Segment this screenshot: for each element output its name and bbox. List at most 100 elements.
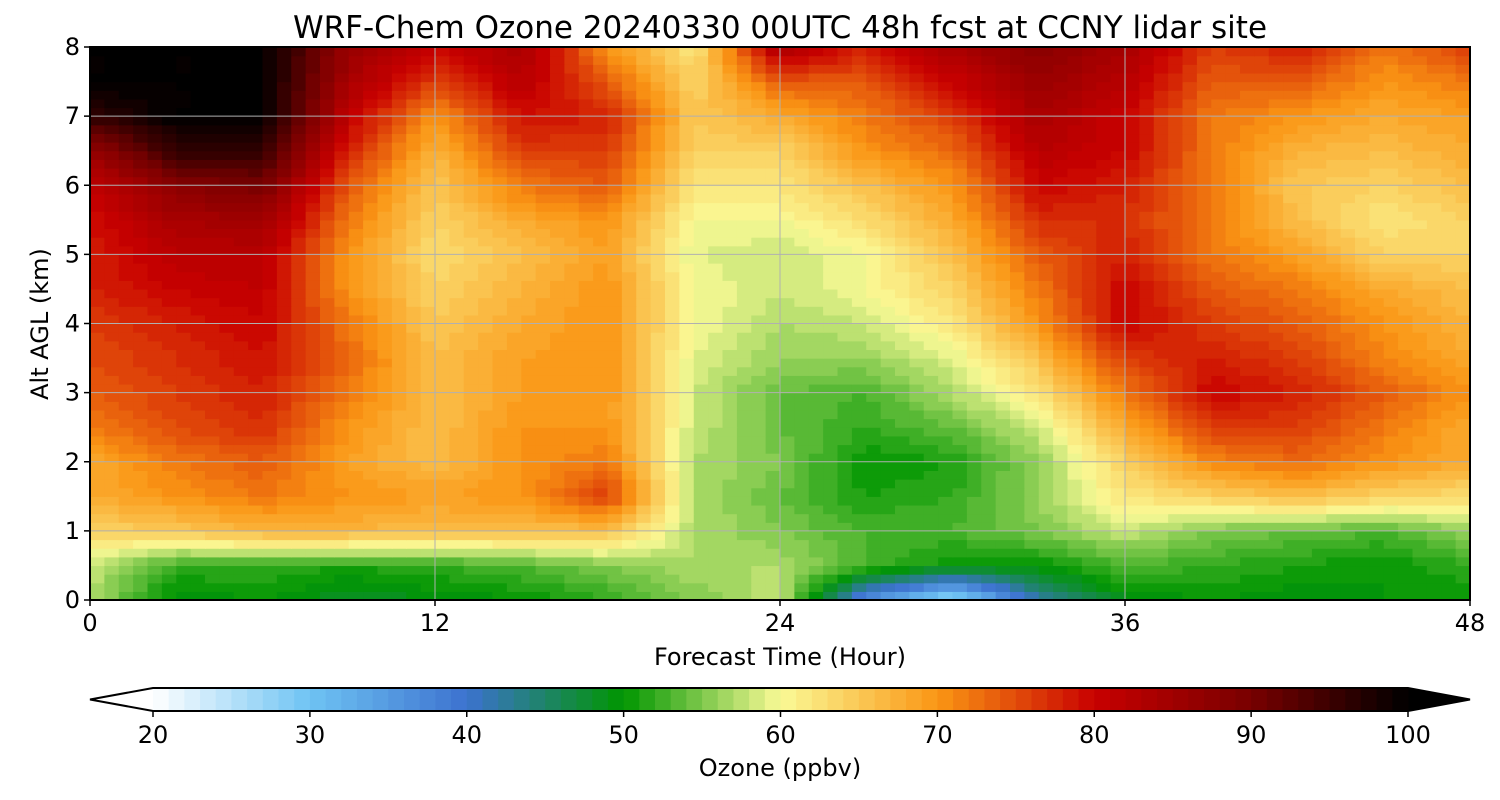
heatmap-cell: [1067, 539, 1083, 549]
heatmap-cell: [1240, 522, 1255, 532]
heatmap-cell: [391, 427, 407, 437]
heatmap-cell: [1455, 496, 1470, 506]
heatmap-cell: [665, 496, 680, 506]
heatmap-cell: [1426, 556, 1442, 567]
heatmap-cell: [1153, 556, 1169, 567]
heatmap-cell: [363, 392, 379, 402]
heatmap-cell: [449, 314, 465, 325]
heatmap-cell: [564, 193, 580, 204]
heatmap-cell: [938, 435, 954, 446]
heatmap-cell: [909, 392, 925, 402]
heatmap-cell: [607, 254, 623, 264]
heatmap-cell: [1067, 513, 1083, 523]
heatmap-cell: [679, 383, 695, 394]
heatmap-cell: [334, 504, 350, 515]
heatmap-cell: [1383, 167, 1399, 178]
heatmap-cell: [780, 435, 795, 446]
heatmap-cell: [722, 271, 738, 281]
heatmap-cell: [966, 427, 982, 437]
heatmap-cell: [1024, 435, 1040, 446]
heatmap-cell: [1038, 366, 1054, 376]
heatmap-cell: [233, 375, 249, 385]
heatmap-cell: [665, 461, 680, 471]
heatmap-cell: [722, 159, 738, 169]
heatmap-cell: [1268, 513, 1284, 523]
heatmap-cell: [334, 297, 350, 307]
heatmap-cell: [1240, 375, 1255, 385]
heatmap-cell: [1369, 418, 1385, 428]
heatmap-cell: [1355, 539, 1370, 549]
heatmap-cell: [521, 185, 537, 195]
heatmap-cell: [1225, 358, 1241, 368]
heatmap-cell: [1383, 366, 1399, 376]
heatmap-cell: [765, 263, 781, 273]
heatmap-cell: [506, 228, 522, 238]
heatmap-cell: [478, 159, 494, 169]
heatmap-cell: [679, 306, 695, 316]
heatmap-cell: [851, 366, 867, 376]
heatmap-cell: [1168, 383, 1184, 394]
heatmap-cell: [334, 418, 350, 428]
heatmap-cell: [621, 228, 637, 238]
heatmap-cell: [966, 479, 982, 489]
heatmap-cell: [506, 574, 522, 584]
heatmap-cell: [1355, 185, 1370, 195]
heatmap-cell: [1369, 193, 1385, 204]
heatmap-cell: [794, 565, 810, 575]
heatmap-cell: [636, 323, 652, 333]
heatmap-cell: [1283, 211, 1299, 221]
heatmap-cell: [435, 409, 450, 420]
heatmap-cell: [348, 513, 364, 523]
heatmap-cell: [679, 565, 695, 575]
heatmap-cell: [607, 479, 623, 489]
heatmap-cell: [420, 375, 436, 385]
heatmap-cell: [334, 211, 350, 221]
heatmap-cell: [1326, 496, 1342, 506]
heatmap-cell: [262, 366, 278, 376]
heatmap-cell: [420, 556, 436, 567]
heatmap-cell: [952, 314, 968, 325]
heatmap-cell: [391, 401, 407, 411]
heatmap-cell: [1067, 202, 1083, 212]
heatmap-cell: [1182, 340, 1198, 351]
heatmap-cell: [1182, 504, 1198, 515]
heatmap-cell: [506, 513, 522, 523]
heatmap-cell: [1383, 401, 1399, 411]
heatmap-cell: [952, 582, 968, 592]
heatmap-cell: [176, 349, 192, 359]
heatmap-cell: [995, 565, 1011, 575]
heatmap-cell: [650, 185, 666, 195]
heatmap-cell: [1283, 418, 1299, 428]
heatmap-cell: [492, 193, 508, 204]
heatmap-cell: [621, 401, 637, 411]
heatmap-cell: [291, 453, 307, 463]
heatmap-cell: [751, 513, 767, 523]
heatmap-cell: [377, 150, 393, 160]
heatmap-cell: [1355, 392, 1370, 402]
heatmap-cell: [90, 176, 105, 186]
heatmap-cell: [233, 271, 249, 281]
heatmap-cell: [219, 530, 235, 541]
heatmap-cell: [161, 487, 177, 497]
heatmap-cell: [995, 461, 1011, 471]
heatmap-cell: [1211, 548, 1227, 558]
heatmap-cell: [564, 245, 580, 255]
heatmap-cell: [1110, 548, 1126, 558]
heatmap-cell: [1240, 297, 1255, 307]
heatmap-cell: [492, 211, 508, 221]
heatmap-cell: [938, 496, 954, 506]
heatmap-cell: [966, 556, 982, 567]
heatmap-cell: [391, 504, 407, 515]
heatmap-cell: [291, 159, 307, 169]
heatmap-cell: [650, 461, 666, 471]
heatmap-cell: [1081, 349, 1097, 359]
heatmap-cell: [722, 185, 738, 195]
heatmap-cell: [233, 444, 249, 454]
heatmap-cell: [449, 254, 465, 264]
heatmap-cell: [665, 444, 680, 454]
heatmap-cell: [535, 185, 551, 195]
heatmap-cell: [1153, 591, 1169, 600]
heatmap-cell: [348, 271, 364, 281]
heatmap-cell: [1441, 297, 1457, 307]
heatmap-cell: [650, 245, 666, 255]
